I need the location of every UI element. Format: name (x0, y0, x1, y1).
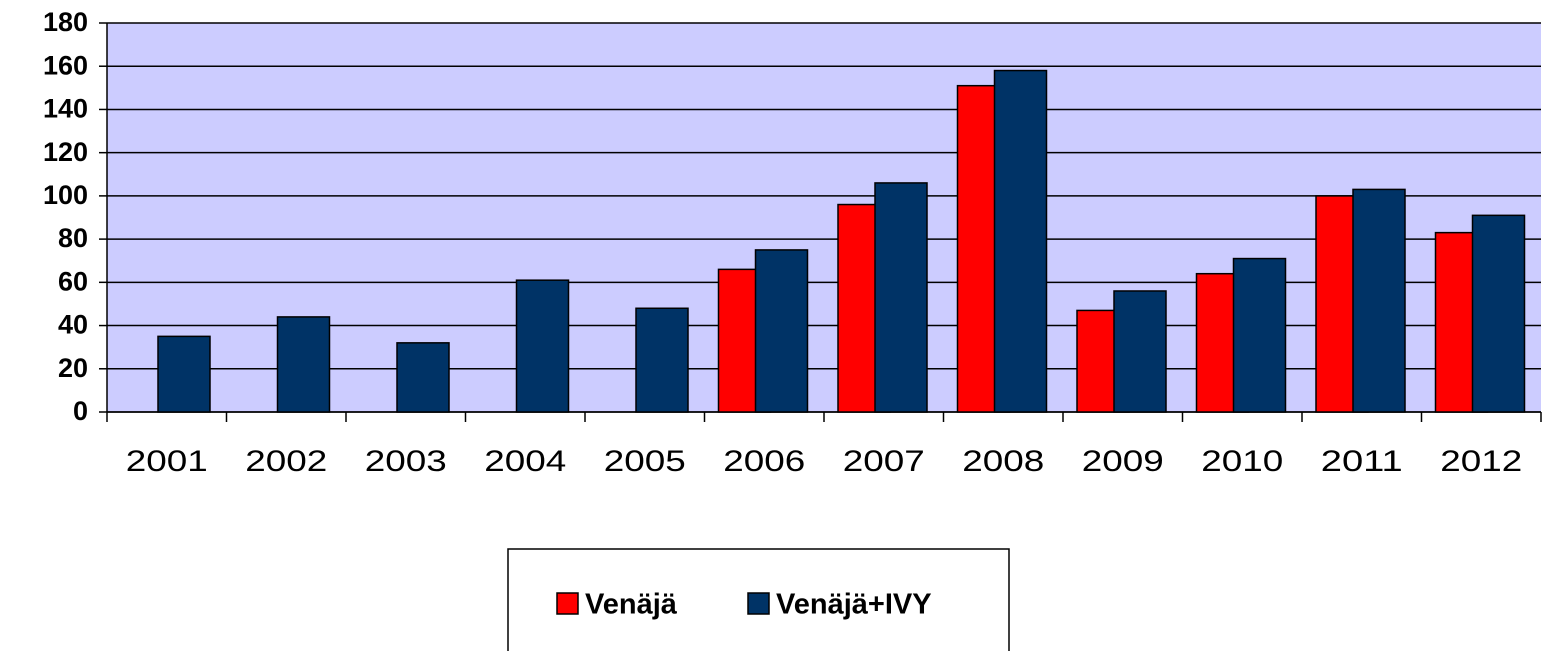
x-tick-label: 2002 (245, 445, 327, 478)
bar (1471, 214, 1526, 413)
plot-area (107, 23, 1541, 412)
bar (1352, 188, 1406, 413)
y-tick-label: 120 (43, 137, 88, 167)
y-tick-label: 20 (58, 353, 88, 383)
x-tick-label: 2005 (604, 445, 686, 478)
bar (874, 182, 928, 413)
y-tick-label: 40 (58, 310, 88, 340)
bar (1113, 290, 1167, 413)
bar (515, 279, 570, 413)
y-tick-label: 140 (43, 94, 88, 124)
bar (396, 342, 450, 413)
y-tick-label: 60 (58, 266, 88, 296)
y-tick-label: 80 (58, 223, 88, 253)
legend-swatch (556, 592, 579, 615)
x-tick-label: 2010 (1201, 445, 1283, 478)
y-tick-label: 0 (73, 396, 88, 426)
bar (754, 249, 809, 413)
bar (276, 316, 331, 413)
bar (157, 335, 211, 413)
x-tick-label: 2008 (962, 445, 1044, 478)
x-tick-label: 2003 (365, 445, 447, 478)
x-tick-label: 2012 (1440, 445, 1522, 478)
x-tick-label: 2004 (484, 445, 566, 478)
y-tick-label: 180 (43, 7, 88, 37)
x-tick-label: 2006 (723, 445, 805, 478)
x-tick-label: 2009 (1082, 445, 1164, 478)
x-tick-label: 2011 (1321, 445, 1403, 478)
legend-swatch (747, 592, 770, 615)
x-tick-label: 2001 (126, 445, 208, 478)
y-tick-label: 100 (43, 180, 88, 210)
y-tick-label: 160 (43, 50, 88, 80)
legend-label: Venäjä+IVY (776, 589, 932, 621)
bar (993, 69, 1048, 413)
bar (1232, 257, 1287, 413)
x-tick-label: 2007 (843, 445, 925, 478)
bar (635, 307, 689, 413)
legend-label: Venäjä (585, 589, 678, 621)
